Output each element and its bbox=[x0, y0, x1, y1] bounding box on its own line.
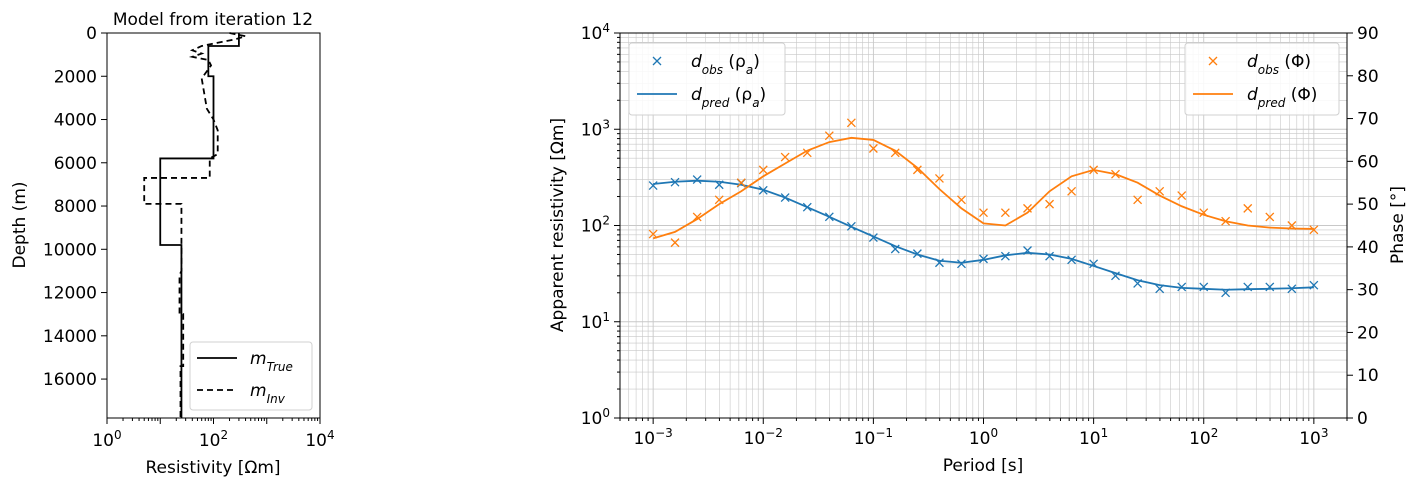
phase-observed-point bbox=[670, 238, 680, 248]
phase-observed-point bbox=[979, 208, 988, 218]
legend-entry-label: dpred (Φ) bbox=[1247, 85, 1317, 110]
phase-observed-point bbox=[758, 165, 768, 175]
right-y-tick-label: 90 bbox=[1357, 24, 1379, 44]
rho-legend: dobs (ρa) dpred (ρa) bbox=[628, 42, 786, 116]
phase-observed-point bbox=[780, 152, 790, 162]
data-fit-grid bbox=[614, 32, 1353, 424]
right-y-tick-label: 80 bbox=[1357, 67, 1379, 87]
phase-observed-point bbox=[1000, 208, 1010, 218]
legend-observed-marker bbox=[1208, 56, 1218, 66]
phase-observed-point bbox=[1067, 186, 1077, 196]
model-y-tick-label: 6000 bbox=[54, 154, 97, 174]
model-y-axis-label: Depth (m) bbox=[10, 181, 30, 268]
right-y-tick-label: 50 bbox=[1357, 195, 1379, 215]
phase-observed-point bbox=[912, 165, 922, 175]
model-panel: Model from iteration 12 Resistivity [Ωm]… bbox=[10, 10, 335, 478]
left-y-tick-label: 102 bbox=[581, 214, 610, 237]
x-tick-label: 103 bbox=[1299, 426, 1328, 449]
right-y-tick-label: 40 bbox=[1357, 238, 1379, 258]
right-y-tick-label: 70 bbox=[1357, 110, 1379, 130]
model-x-tick-label: 102 bbox=[199, 428, 228, 451]
rho-legend-box bbox=[628, 42, 786, 116]
phase-observed-point bbox=[1243, 203, 1253, 213]
model-tick-labels: 100 102 104 0 2000 4000 6000 8000 10000 12000 1400… bbox=[43, 24, 335, 451]
model-legend-box bbox=[189, 341, 313, 411]
model-lines bbox=[143, 32, 246, 418]
legend-entry-label: dobs (ρa) bbox=[691, 52, 760, 77]
phase-observed-point bbox=[736, 178, 746, 188]
phase-observed-point bbox=[1309, 225, 1319, 235]
data-fit-panel: Period [s] Apparent resistivity [Ωm] Pha… bbox=[548, 21, 1408, 476]
data-fit-tick-labels: 10−3 10−2 10−1 100 101 102 1031001011021031040… bbox=[581, 21, 1379, 449]
model-plot-frame bbox=[106, 32, 321, 419]
legend-observed-marker bbox=[652, 56, 662, 66]
true-model-line bbox=[159, 33, 240, 418]
left-y-tick-label: 104 bbox=[581, 21, 610, 44]
left-y-tick-label: 101 bbox=[581, 310, 610, 333]
model-y-tick-label: 12000 bbox=[43, 284, 97, 304]
model-legend: mTrue mInv bbox=[189, 341, 313, 411]
right-y-tick-label: 0 bbox=[1357, 409, 1368, 429]
x-tick-label: 10−2 bbox=[744, 426, 783, 449]
phase-observed-point bbox=[1133, 195, 1143, 205]
model-y-tick-label: 16000 bbox=[43, 370, 97, 390]
right-y-tick-label: 30 bbox=[1357, 281, 1379, 301]
model-y-tick-label: 14000 bbox=[43, 327, 97, 347]
right-y-tick-label: 60 bbox=[1357, 152, 1379, 172]
x-tick-label: 102 bbox=[1189, 426, 1218, 449]
rho-observed-point bbox=[1177, 282, 1187, 292]
legend-inverted-model-label: mInv bbox=[250, 381, 286, 406]
model-y-tick-label: 10000 bbox=[43, 240, 97, 260]
phase-observed-point bbox=[1045, 199, 1055, 209]
model-x-axis-label: Resistivity [Ωm] bbox=[145, 458, 280, 478]
legend-true-model-label: mTrue bbox=[250, 349, 293, 374]
right-y-tick-label: 10 bbox=[1357, 366, 1379, 386]
rho-observed-point bbox=[692, 175, 702, 185]
phase-predicted-line bbox=[652, 136, 1314, 240]
model-y-tick-label: 2000 bbox=[54, 67, 97, 87]
left-y-tick-label: 103 bbox=[581, 117, 610, 140]
model-y-tick-label: 0 bbox=[86, 24, 97, 44]
phase-observed-point bbox=[1177, 191, 1187, 201]
data-fit-plot-frame bbox=[619, 32, 1348, 419]
phase-legend: dobs (Φ) dpred (Φ) bbox=[1184, 42, 1340, 116]
data-fit-left-y-axis-label: Apparent resistivity [Ωm] bbox=[548, 118, 568, 332]
rho-observed-point bbox=[957, 259, 966, 269]
x-tick-label: 101 bbox=[1079, 426, 1108, 449]
legend-entry-label: dpred (ρa) bbox=[691, 85, 766, 110]
phase-legend-box bbox=[1184, 42, 1340, 116]
x-tick-label: 10−3 bbox=[633, 426, 672, 449]
phase-observed-point bbox=[868, 144, 878, 153]
x-tick-label: 100 bbox=[969, 426, 998, 449]
phase-observed-point bbox=[1265, 212, 1275, 222]
model-title: Model from iteration 12 bbox=[113, 10, 313, 30]
model-y-tick-label: 8000 bbox=[54, 197, 97, 217]
phase-observed-point bbox=[846, 118, 856, 128]
data-fit-series bbox=[648, 118, 1319, 298]
model-x-tick-label: 100 bbox=[92, 428, 121, 451]
phase-observed-point bbox=[824, 131, 834, 141]
legend-entry-label: dobs (Φ) bbox=[1247, 52, 1311, 77]
right-y-tick-label: 20 bbox=[1357, 323, 1379, 343]
left-y-tick-label: 100 bbox=[581, 406, 610, 429]
data-fit-right-y-axis-label: Phase [°] bbox=[1388, 186, 1408, 264]
inverted-model-line bbox=[143, 32, 246, 418]
x-tick-label: 10−1 bbox=[854, 426, 893, 449]
rho-predicted-line bbox=[653, 179, 1314, 291]
model-x-tick-label: 104 bbox=[305, 428, 334, 451]
model-y-tick-label: 4000 bbox=[54, 111, 97, 131]
phase-observed-point bbox=[934, 173, 944, 183]
phase-observed-point bbox=[957, 195, 966, 205]
data-fit-x-axis-label: Period [s] bbox=[943, 456, 1024, 476]
rho-observed-point bbox=[979, 254, 988, 264]
